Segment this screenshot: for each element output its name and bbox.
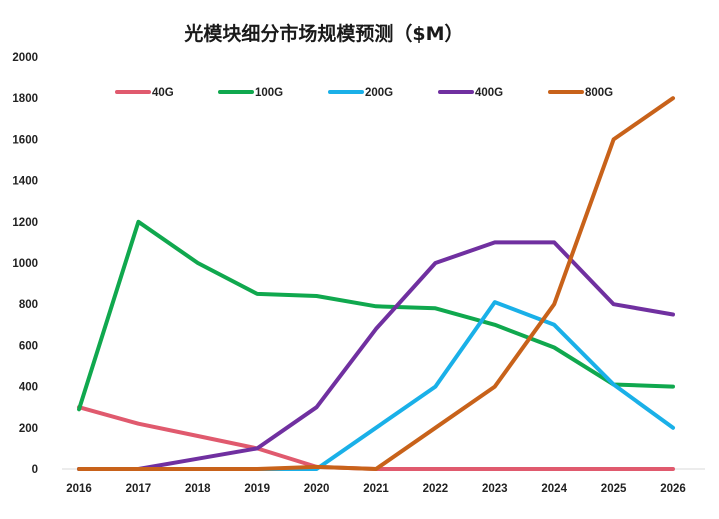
x-axis: 2016 2017 2018 2019 2020 2021 2022 2023 2024 2025…: [66, 483, 686, 495]
x-tick-label: 2022: [423, 483, 449, 495]
legend-item-40G: 40G: [115, 87, 174, 99]
series-group: [77, 96, 675, 471]
x-tick-label: 2016: [66, 483, 92, 495]
y-tick-label: 2000: [12, 52, 38, 64]
legend-item-200G: 200G: [328, 87, 393, 99]
series-line-100G: [77, 219, 675, 412]
x-tick-label: 2018: [185, 483, 211, 495]
y-tick-label: 0: [32, 464, 38, 476]
x-tick-label: 2021: [363, 483, 389, 495]
chart-title: 光模块细分市场规模预测（$M）: [183, 22, 463, 45]
legend-item-400G: 400G: [438, 87, 503, 99]
legend-label: 400G: [475, 87, 503, 99]
legend: 40G 100G 200G 400G 800G: [115, 87, 613, 99]
y-axis: 0 200 400 600 800 1000 1200 1400 1600 1800 2000: [12, 52, 38, 476]
legend-label: 100G: [255, 87, 283, 99]
x-tick-label: 2025: [601, 483, 627, 495]
y-tick-label: 200: [19, 423, 38, 435]
legend-label: 200G: [365, 87, 393, 99]
x-tick-label: 2017: [126, 483, 152, 495]
y-tick-label: 1000: [12, 258, 38, 270]
y-tick-label: 1800: [12, 93, 38, 105]
y-tick-label: 1400: [12, 176, 38, 188]
x-tick-label: 2026: [660, 483, 686, 495]
y-tick-label: 1600: [12, 134, 38, 146]
y-tick-label: 1200: [12, 217, 38, 229]
y-tick-label: 800: [19, 299, 38, 311]
series-line-800G: [77, 96, 675, 471]
x-tick-label: 2024: [541, 483, 567, 495]
x-tick-label: 2019: [244, 483, 270, 495]
legend-item-800G: 800G: [548, 87, 613, 99]
x-tick-label: 2020: [304, 483, 330, 495]
y-tick-label: 600: [19, 340, 38, 352]
legend-label: 40G: [152, 87, 174, 99]
series-line-400G: [77, 240, 675, 471]
x-tick-label: 2023: [482, 483, 508, 495]
legend-item-100G: 100G: [218, 87, 283, 99]
legend-label: 800G: [585, 87, 613, 99]
y-tick-label: 400: [19, 382, 38, 394]
series-line-40G: [77, 405, 675, 471]
